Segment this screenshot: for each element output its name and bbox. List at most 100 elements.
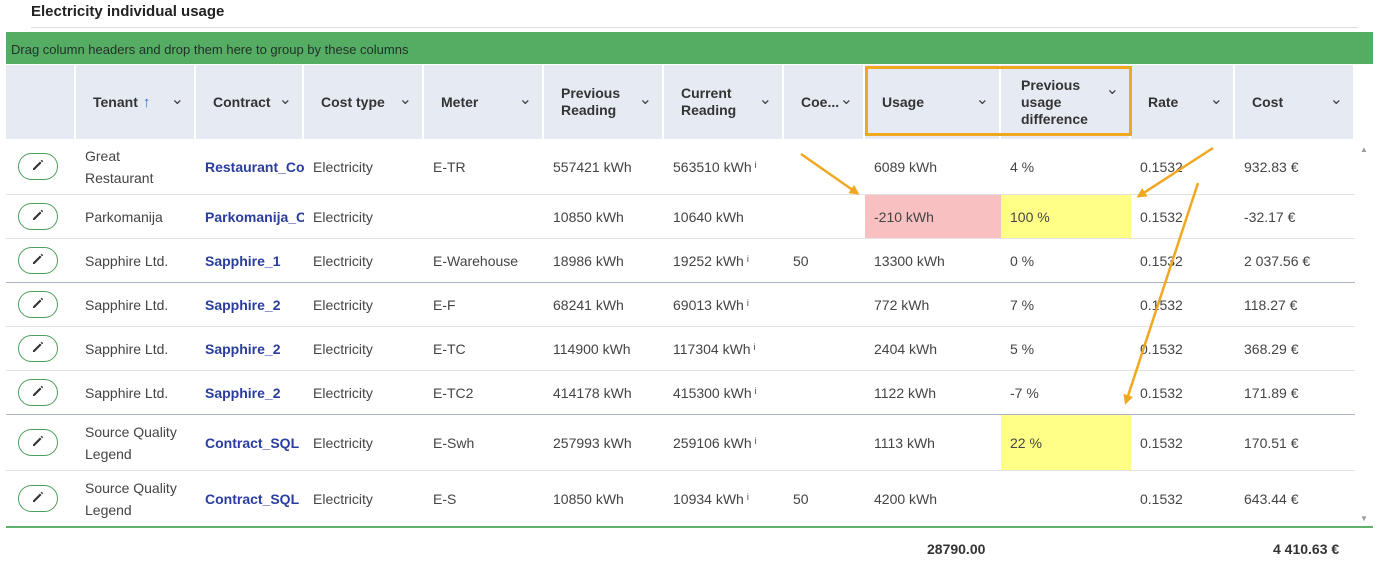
cell-contract[interactable]: Sapphire_1 — [196, 239, 304, 282]
cell-value: -32.17 € — [1244, 208, 1296, 225]
edit-row-button[interactable] — [18, 247, 58, 274]
cell-curr: 69013 kWh i — [664, 283, 784, 326]
pencil-icon — [31, 434, 45, 451]
info-icon[interactable]: i — [746, 491, 749, 502]
chevron-down-icon[interactable]: ⌄ — [518, 91, 532, 108]
cell-pud: 5 % — [1001, 327, 1131, 370]
edit-row-button[interactable] — [18, 153, 58, 180]
cell-value: 10934 kWh — [673, 490, 744, 507]
cell-curr: 259106 kWh i — [664, 415, 784, 470]
chevron-down-icon[interactable]: ⌄ — [170, 91, 184, 108]
edit-row-button[interactable] — [18, 379, 58, 406]
cell-contract[interactable]: Restaurant_Cor — [196, 139, 304, 194]
cell-usage: 1122 kWh — [865, 371, 1001, 414]
column-header-coe[interactable]: Coe... ⌄ — [784, 65, 865, 139]
info-icon[interactable]: i — [754, 159, 757, 170]
cell-contract[interactable]: Sapphire_2 — [196, 327, 304, 370]
cell-contract[interactable]: Sapphire_2 — [196, 283, 304, 326]
cell-contract[interactable]: Contract_SQL — [196, 415, 304, 470]
cell-cost-type: Electricity — [304, 371, 424, 414]
cell-value: 100 % — [1010, 208, 1050, 225]
column-header-pud[interactable]: Previous usage difference ⌄ — [1001, 65, 1131, 139]
table-row[interactable]: Sapphire Ltd. Sapphire_2 Electricity E-TC 11… — [6, 327, 1355, 371]
edit-row-button[interactable] — [18, 203, 58, 230]
chevron-down-icon[interactable]: ⌄ — [758, 91, 772, 108]
info-icon[interactable]: i — [754, 385, 757, 396]
cell-value: 13300 kWh — [874, 252, 945, 269]
scroll-up-icon[interactable]: ▲ — [1360, 145, 1368, 154]
info-icon[interactable]: i — [746, 253, 749, 264]
pencil-icon — [31, 384, 45, 401]
cell-prev: 18986 kWh — [544, 239, 664, 282]
column-header-contract[interactable]: Contract ⌄ — [196, 65, 304, 139]
scroll-down-icon[interactable]: ▼ — [1360, 514, 1368, 523]
arrow-up-icon[interactable]: ↑ — [142, 93, 151, 111]
info-icon[interactable]: i — [746, 297, 749, 308]
pencil-icon — [31, 158, 45, 175]
cell-value: Restaurant_Cor — [205, 158, 304, 175]
cell-prev: 557421 kWh — [544, 139, 664, 194]
info-icon[interactable]: i — [754, 435, 757, 446]
vertical-scrollbar[interactable] — [1355, 139, 1373, 527]
edit-row-button[interactable] — [18, 335, 58, 362]
chevron-down-icon[interactable]: ⌄ — [278, 91, 292, 108]
cell-value: Electricity — [313, 296, 373, 313]
cell-value: E-Swh — [433, 434, 475, 451]
cell-value: 414178 kWh — [553, 384, 632, 401]
table-row[interactable]: Source Quality Legend Contract_SQL Electri… — [6, 415, 1355, 471]
table-row[interactable]: Great Restaurant Restaurant_Cor Electricit… — [6, 139, 1355, 195]
cell-prev: 10850 kWh — [544, 195, 664, 238]
cell-value: Electricity — [313, 158, 373, 175]
cell-value: Parkomanija_Co — [205, 208, 304, 225]
table-row[interactable]: Sapphire Ltd. Sapphire_1 Electricity E-Ware… — [6, 239, 1355, 283]
chevron-down-icon[interactable]: ⌄ — [1105, 81, 1119, 98]
column-header-label: Current Reading — [681, 85, 737, 118]
cell-cost: 118.27 € — [1235, 283, 1355, 326]
chevron-down-icon[interactable]: ⌄ — [1329, 91, 1343, 108]
cell-value: -210 kWh — [874, 208, 934, 225]
column-header-usage[interactable]: Usage ⌄ — [865, 65, 1001, 139]
table-row[interactable]: Source Quality Legend Contract_SQL Electri… — [6, 471, 1355, 527]
info-icon[interactable]: i — [753, 341, 756, 352]
cell-contract[interactable]: Parkomanija_Co — [196, 195, 304, 238]
cell-value: E-F — [433, 296, 456, 313]
cell-prev: 414178 kWh — [544, 371, 664, 414]
chevron-down-icon[interactable]: ⌄ — [975, 91, 989, 108]
chevron-down-icon[interactable]: ⌄ — [398, 91, 412, 108]
table-row[interactable]: Parkomanija Parkomanija_Co Electricity 1085… — [6, 195, 1355, 239]
cell-value: 563510 kWh — [673, 158, 752, 175]
cell-tenant: Sapphire Ltd. — [76, 327, 196, 370]
chevron-down-icon[interactable]: ⌄ — [638, 91, 652, 108]
cell-contract[interactable]: Sapphire_2 — [196, 371, 304, 414]
table-row[interactable]: Sapphire Ltd. Sapphire_2 Electricity E-F 682… — [6, 283, 1355, 327]
column-header-prev[interactable]: Previous Reading ⌄ — [544, 65, 664, 139]
cell-pud: 100 % — [1001, 195, 1131, 238]
column-header-cost[interactable]: Cost ⌄ — [1235, 65, 1355, 139]
table-row[interactable]: Sapphire Ltd. Sapphire_2 Electricity E-TC2 4… — [6, 371, 1355, 415]
column-header-meter[interactable]: Meter ⌄ — [424, 65, 544, 139]
column-header-tenant[interactable]: Tenant ↑ ⌄ — [76, 65, 196, 139]
edit-row-button[interactable] — [18, 291, 58, 318]
cell-prev: 257993 kWh — [544, 415, 664, 470]
cell-curr: 563510 kWh i — [664, 139, 784, 194]
column-header-curr[interactable]: Current Reading ⌄ — [664, 65, 784, 139]
column-header-rate[interactable]: Rate ⌄ — [1131, 65, 1235, 139]
edit-row-button[interactable] — [18, 429, 58, 456]
pencil-icon — [31, 252, 45, 269]
cell-cost: 171.89 € — [1235, 371, 1355, 414]
chevron-down-icon[interactable]: ⌄ — [1209, 91, 1223, 108]
cell-value: 7 % — [1010, 296, 1035, 313]
cell-value: Electricity — [313, 490, 373, 507]
cell-value: Contract_SQL — [205, 490, 300, 507]
column-header-cost_type[interactable]: Cost type ⌄ — [304, 65, 424, 139]
chevron-down-icon[interactable]: ⌄ — [839, 91, 853, 108]
edit-row-button[interactable] — [18, 485, 58, 512]
cell-value: 22 % — [1010, 434, 1042, 451]
cell-curr: 415300 kWh i — [664, 371, 784, 414]
group-by-drop-area[interactable]: Drag column headers and drop them here t… — [6, 32, 1373, 64]
cell-contract[interactable]: Contract_SQL — [196, 471, 304, 526]
cell-meter: E-S — [424, 471, 544, 526]
cell-value: 415300 kWh — [673, 384, 752, 401]
cell-value: 118.27 € — [1244, 296, 1298, 313]
cell-value: 557421 kWh — [553, 158, 632, 175]
